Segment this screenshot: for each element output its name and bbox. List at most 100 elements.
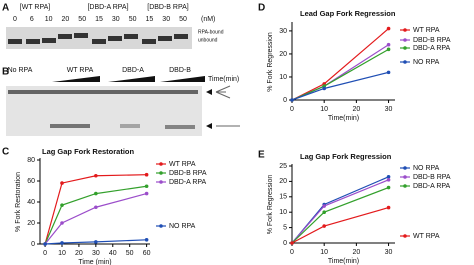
data-point <box>290 241 294 245</box>
gel-bands <box>8 90 198 129</box>
y-tick-label: 25 <box>279 163 287 170</box>
arrowhead <box>206 123 212 129</box>
unit: (nM) <box>201 16 215 23</box>
legend-label: NO RPA <box>413 59 440 66</box>
x-axis-label: Time (min) <box>78 259 111 265</box>
x-tick-label: 30 <box>385 249 393 256</box>
x-tick-label: 50 <box>126 250 134 257</box>
y-tick-label: 0 <box>283 240 287 247</box>
series-line <box>45 239 147 245</box>
legend-label: WT RPA <box>169 161 196 168</box>
x-tick-label: 40 <box>109 250 117 257</box>
chart-title: Lag Gap Fork Regression <box>300 152 392 161</box>
data-point <box>386 42 391 47</box>
x-tick-label: 0 <box>43 250 47 257</box>
time-wedges <box>52 76 205 82</box>
gel-bands <box>8 33 188 44</box>
x-tick-label: 0 <box>290 106 294 113</box>
data-point <box>60 181 64 185</box>
lane-label: 50 <box>179 16 187 23</box>
data-point <box>94 173 98 178</box>
legend-label: DBD-A RPA <box>413 183 451 190</box>
lane-label: 30 <box>112 16 120 23</box>
panel-label: E <box>258 150 265 161</box>
y-tick-label: 60 <box>27 178 35 185</box>
x-tick-label: 30 <box>385 106 393 113</box>
lane-label: 0 <box>13 16 17 23</box>
data-point <box>94 240 98 244</box>
lane-label: 15 <box>146 16 154 23</box>
arrowhead <box>206 89 212 95</box>
legend-label: DBD-B RPA <box>169 170 207 177</box>
legend-marker <box>403 234 407 238</box>
legend-marker <box>403 38 407 42</box>
time-label: Time(min) <box>208 76 239 83</box>
x-tick-label: 60 <box>143 250 151 257</box>
group-label: [DBD-A RPA] <box>87 4 128 11</box>
fork-icon <box>215 85 231 99</box>
series-line <box>291 44 389 101</box>
data-point <box>94 191 98 196</box>
data-point <box>43 242 47 246</box>
legend-marker <box>159 171 163 175</box>
concentrations: 0 6 10 20 50 15 30 50 15 30 50 <box>13 16 187 23</box>
band-label: RPA-bound <box>198 29 224 35</box>
data-point <box>322 86 326 91</box>
x-axis-label: Time(min) <box>328 258 359 265</box>
data-point <box>290 98 294 102</box>
y-tick-label: 40 <box>27 199 35 206</box>
series-line <box>44 193 147 245</box>
y-tick-label: 10 <box>279 74 287 81</box>
data-point <box>386 70 391 75</box>
y-tick-label: 20 <box>279 51 287 58</box>
legend-label: DBD-A RPA <box>413 45 451 52</box>
legend-marker <box>403 175 407 179</box>
data-point <box>386 174 391 179</box>
y-tick-label: 80 <box>27 157 35 164</box>
band-label: unbound <box>198 37 218 43</box>
data-point <box>144 184 149 189</box>
y-tick-label: 15 <box>279 194 287 201</box>
chart-title: Lead Gap Fork Regression <box>300 9 396 18</box>
data-point <box>60 241 64 245</box>
x-tick-label: 20 <box>352 106 360 113</box>
chart-title: Lag Gap Fork Restoration <box>42 147 135 156</box>
lane-label: 10 <box>45 16 53 23</box>
data-point <box>60 203 64 207</box>
legend-marker <box>159 224 163 228</box>
series-line <box>44 185 147 245</box>
y-tick-label: 5 <box>283 224 287 231</box>
series-line <box>44 174 147 245</box>
panel-label: B <box>2 67 9 78</box>
x-tick-label: 20 <box>75 250 83 257</box>
legend-label: NO RPA <box>413 165 440 172</box>
lane-label: 15 <box>95 16 103 23</box>
y-axis-label: % Fork Regression <box>267 32 274 92</box>
data-point <box>144 191 149 196</box>
x-tick-label: 10 <box>58 250 66 257</box>
legend-label: DBD-B RPA <box>413 37 451 44</box>
panel-label: A <box>2 3 9 14</box>
lane-label: 50 <box>78 16 86 23</box>
data-point <box>60 221 64 225</box>
x-tick-label: 10 <box>320 106 328 113</box>
panel-label: C <box>2 147 9 158</box>
data-point <box>322 224 326 228</box>
legend-marker <box>159 180 163 184</box>
x-tick-label: 20 <box>352 249 360 256</box>
data-point <box>386 47 391 52</box>
data-point <box>144 238 149 242</box>
group-label: DBD-A <box>122 67 144 74</box>
data-point <box>386 205 391 210</box>
legend-marker <box>403 46 407 50</box>
series-line <box>291 176 389 244</box>
y-tick-label: 30 <box>279 28 287 35</box>
legend-label: WT RPA <box>413 233 440 240</box>
legend-marker <box>159 162 163 166</box>
x-axis-label: Time(min) <box>328 115 359 122</box>
y-tick-label: 10 <box>279 209 287 216</box>
legend-marker <box>403 166 407 170</box>
legend-label: DBD-A RPA <box>169 179 207 186</box>
